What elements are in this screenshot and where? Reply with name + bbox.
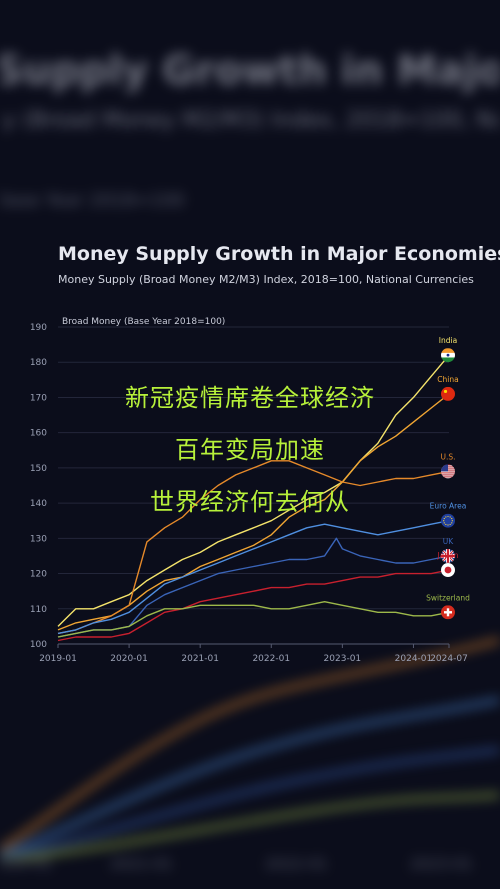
- background-tick: 2022-01: [265, 855, 328, 873]
- series-label-uk: UK: [443, 537, 454, 546]
- overlay-text-1: 新冠疫情席卷全球经济: [125, 384, 375, 412]
- background-axis-label: Base Year 2018=100: [0, 190, 185, 211]
- series-line-switzerland: [57, 601, 450, 638]
- series-label-switzerland: Switzerland: [426, 593, 470, 602]
- background-tick: 2021-01: [110, 855, 173, 873]
- overlay-text-3: 世界经济何去何从: [150, 488, 350, 516]
- series-line-u-s-: [57, 460, 450, 635]
- uk-flag-icon: [441, 548, 455, 563]
- y-tick-label: 160: [30, 429, 47, 439]
- series-label-euro-area: Euro Area: [430, 502, 467, 511]
- series-line-india: [57, 354, 450, 627]
- x-tick-label: 2023-01: [324, 654, 362, 664]
- series-label-china: China: [437, 375, 458, 384]
- series-line-japan: [57, 569, 450, 642]
- china-flag-icon: [441, 386, 455, 401]
- line-chart: 100 110 120 130 140 150 160 170 180 190 Broad Mone…: [30, 317, 470, 664]
- series-label-u-s-: U.S.: [440, 452, 455, 461]
- background-tick: 2020-01: [0, 855, 53, 873]
- series-line-uk: [57, 537, 450, 638]
- series-line-euro-area: [57, 520, 450, 635]
- x-tick-label: 2021-01: [181, 654, 219, 664]
- y-tick-label: 110: [30, 605, 47, 615]
- y-tick-label: 190: [30, 323, 47, 333]
- y-tick-label: 100: [30, 640, 47, 650]
- x-tick-label: 2019-01: [39, 654, 77, 664]
- x-tick-label: 2024-01: [395, 654, 433, 664]
- y-axis-label: Broad Money (Base Year 2018=100): [62, 317, 225, 327]
- series-label-japan: Japan: [437, 551, 459, 560]
- chart-subtitle: Money Supply (Broad Money M2/M3) Index, …: [58, 273, 474, 286]
- u-s--flag-icon: [441, 464, 455, 479]
- y-tick-label: 180: [30, 358, 47, 368]
- y-tick-label: 130: [30, 534, 47, 544]
- japan-flag-icon: [441, 563, 455, 578]
- india-flag-icon: [441, 348, 455, 363]
- background-lines: [0, 637, 500, 860]
- y-tick-label: 170: [30, 393, 47, 403]
- euro-area-flag-icon: [441, 513, 455, 528]
- x-tick-label: 2024-07: [430, 654, 468, 664]
- background-title: Supply Growth in Major Econ: [0, 48, 500, 94]
- x-tick-label: 2020-01: [110, 654, 148, 664]
- overlay-text-2: 百年变局加速: [175, 436, 325, 464]
- series-label-india: India: [439, 336, 457, 345]
- chart-title: Money Supply Growth in Major Economies: [58, 243, 500, 265]
- background-subtitle: ly (Broad Money M2/M3) Index, 2018=100, …: [0, 108, 500, 133]
- y-tick-label: 120: [30, 570, 47, 580]
- y-tick-label: 150: [30, 464, 47, 474]
- background-tick: 2023-01: [410, 855, 473, 873]
- switzerland-flag-icon: [441, 605, 455, 620]
- y-tick-label: 140: [30, 499, 47, 509]
- x-tick-label: 2022-01: [252, 654, 290, 664]
